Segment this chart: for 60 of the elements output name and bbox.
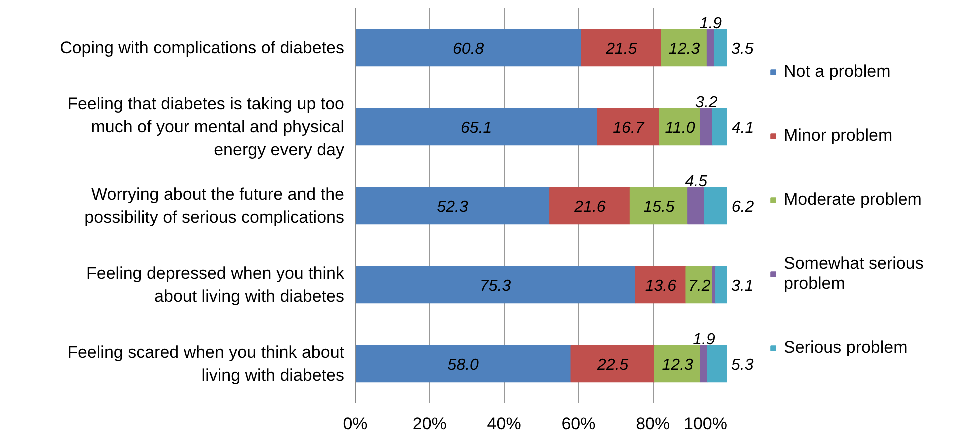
bar bbox=[356, 187, 551, 225]
data-label: 65.1 bbox=[461, 120, 492, 137]
data-label: 12.3 bbox=[668, 41, 700, 58]
bar bbox=[688, 187, 706, 225]
bar bbox=[635, 266, 687, 304]
data-label: 21.5 bbox=[605, 41, 638, 58]
x-tick-label: 20% bbox=[412, 414, 447, 434]
data-label: 11.0 bbox=[665, 120, 696, 137]
legend-label: Serious problem bbox=[784, 338, 908, 358]
x-tick-label: 0% bbox=[343, 414, 368, 434]
data-label: 15.5 bbox=[644, 199, 675, 216]
legend-label: Moderate problem bbox=[784, 190, 922, 210]
data-label: 4.5 bbox=[685, 173, 708, 190]
bar bbox=[714, 29, 727, 67]
data-label: 4.1 bbox=[732, 120, 754, 137]
bar bbox=[707, 345, 727, 383]
data-label: 16.7 bbox=[613, 120, 646, 137]
legend-label: Not a problem bbox=[784, 62, 891, 82]
bar bbox=[356, 266, 636, 304]
legend-label: Minor problem bbox=[784, 126, 893, 146]
bar bbox=[661, 29, 708, 67]
bar bbox=[700, 345, 708, 383]
data-label: 1.9 bbox=[693, 331, 716, 348]
bar bbox=[356, 345, 572, 383]
data-label: 1.9 bbox=[700, 15, 722, 32]
data-label: 3.1 bbox=[732, 278, 754, 295]
data-label: 22.5 bbox=[596, 357, 629, 374]
data-label: 12.3 bbox=[662, 357, 694, 374]
bar bbox=[570, 345, 656, 383]
data-label: 60.8 bbox=[453, 41, 484, 58]
data-label: 7.2 bbox=[688, 278, 711, 295]
x-tick-label: 100% bbox=[684, 414, 728, 434]
bar bbox=[700, 108, 714, 146]
x-tick-label: 80% bbox=[636, 414, 670, 434]
data-label: 3.5 bbox=[732, 41, 754, 58]
data-label: 6.2 bbox=[732, 199, 754, 216]
y-tick-label: Coping with complications of diabetes bbox=[60, 38, 345, 58]
x-tick-label: 40% bbox=[487, 414, 522, 434]
y-tick-label: Feeling depressed when you think about living with diabetes bbox=[86, 264, 345, 306]
bar bbox=[356, 108, 598, 146]
data-label: 52.3 bbox=[437, 199, 468, 216]
bar bbox=[715, 266, 727, 304]
data-label: 5.3 bbox=[732, 357, 754, 374]
data-label: 58.0 bbox=[448, 357, 480, 374]
bar bbox=[712, 108, 727, 146]
data-label: 21.6 bbox=[574, 199, 606, 216]
legend-label: Somewhat serious problem bbox=[784, 254, 924, 294]
y-tick-label: Worrying about the future and the possibility of serious complications bbox=[84, 185, 345, 227]
data-label: 13.6 bbox=[645, 278, 677, 295]
bar bbox=[550, 187, 631, 225]
bar bbox=[630, 187, 689, 225]
data-label: 75.3 bbox=[480, 278, 512, 295]
bar bbox=[704, 187, 727, 225]
y-tick-label: Feeling scared when you think about living with diabetes bbox=[68, 343, 345, 385]
x-tick-label: 60% bbox=[562, 414, 596, 434]
data-label: 3.2 bbox=[696, 94, 718, 112]
y-tick-label: Feeling that diabetes is taking up too much of your mental and physical energy every day bbox=[68, 94, 345, 160]
bar bbox=[356, 29, 582, 67]
bar bbox=[597, 108, 660, 146]
bar bbox=[581, 29, 662, 67]
